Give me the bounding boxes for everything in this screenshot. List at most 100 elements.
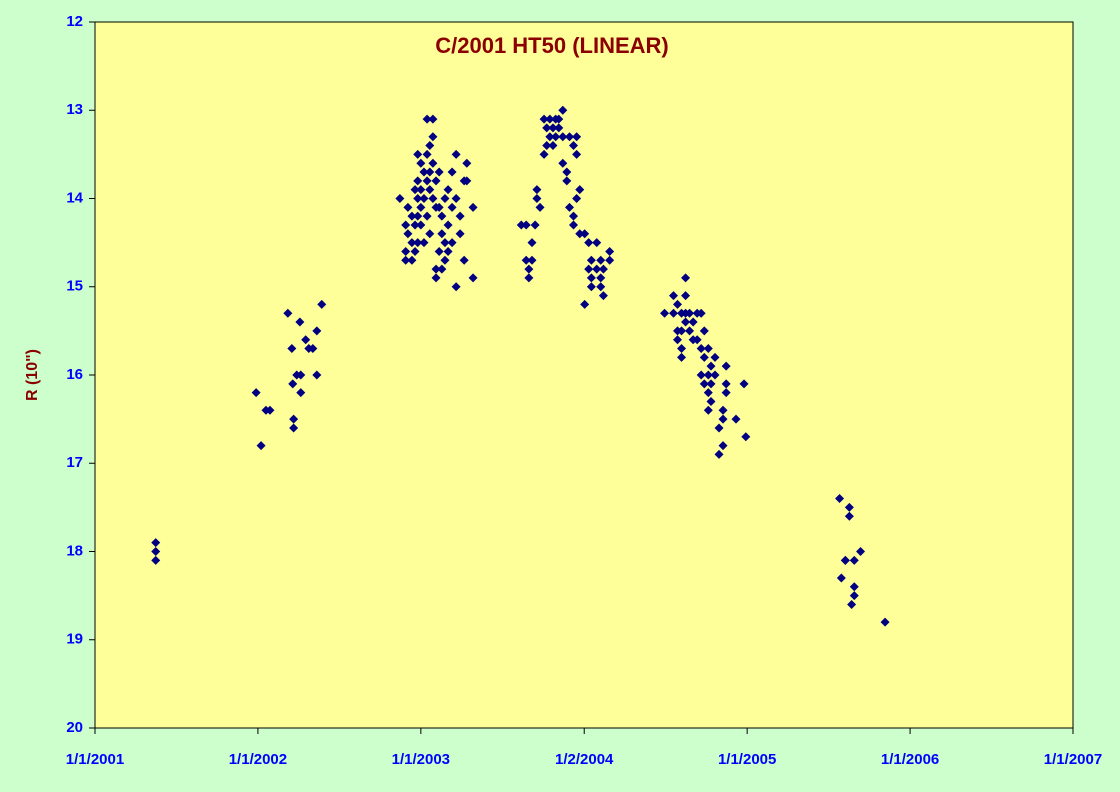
data-point — [696, 344, 706, 354]
data-point — [425, 185, 435, 195]
data-point — [151, 538, 161, 548]
data-point — [295, 317, 305, 327]
data-point — [598, 291, 608, 301]
data-point — [849, 591, 859, 601]
data-point — [401, 255, 411, 265]
data-point — [437, 229, 447, 239]
y-tick-label: 15 — [66, 278, 83, 295]
data-point — [532, 194, 542, 203]
data-point — [443, 246, 453, 256]
y-tick-label: 16 — [66, 366, 83, 383]
y-tick-label: 20 — [66, 719, 83, 736]
data-point — [673, 299, 683, 309]
data-point — [605, 246, 615, 256]
data-point — [575, 229, 585, 239]
data-point — [668, 308, 678, 318]
data-point — [706, 379, 716, 389]
data-point — [521, 255, 531, 265]
data-point — [699, 326, 709, 336]
data-point — [718, 405, 728, 415]
data-point — [572, 194, 582, 203]
data-point — [586, 255, 596, 265]
data-point — [451, 149, 461, 159]
data-point — [468, 202, 478, 212]
data-point — [422, 149, 432, 159]
chart-title: C/2001 HT50 (LINEAR) — [435, 33, 669, 58]
data-point — [741, 432, 751, 442]
data-point — [413, 176, 423, 186]
data-point — [289, 414, 299, 424]
data-point — [592, 264, 602, 274]
data-point — [696, 370, 706, 380]
data-point — [569, 220, 579, 230]
data-point — [407, 211, 417, 221]
data-point — [539, 149, 549, 159]
data-point — [401, 246, 411, 256]
data-point — [413, 149, 423, 159]
y-tick-label: 18 — [66, 542, 83, 559]
y-tick-label: 19 — [66, 631, 83, 648]
data-point — [308, 344, 318, 354]
x-tick-label: 1/1/2007 — [1044, 751, 1102, 768]
data-point — [548, 141, 558, 151]
data-point — [407, 238, 417, 248]
data-point — [558, 158, 568, 168]
data-point — [605, 255, 615, 265]
data-point — [685, 308, 695, 318]
plot-area — [94, 21, 1074, 729]
data-point — [410, 185, 420, 195]
data-point — [288, 379, 298, 389]
data-point — [437, 264, 447, 274]
data-point — [437, 211, 447, 221]
data-point — [856, 547, 866, 556]
data-point — [699, 379, 709, 389]
data-point — [443, 220, 453, 230]
data-point — [835, 494, 845, 504]
data-point — [403, 202, 413, 212]
data-point — [447, 238, 457, 248]
data-point — [562, 176, 572, 186]
data-point — [731, 414, 741, 424]
data-point — [524, 264, 534, 274]
data-point — [425, 229, 435, 239]
data-point — [703, 388, 713, 398]
data-point — [407, 255, 417, 265]
data-point — [447, 167, 457, 177]
data-point — [558, 132, 568, 142]
data-point — [660, 308, 670, 318]
data-point — [677, 344, 687, 354]
data-point — [516, 220, 526, 230]
data-point — [416, 185, 426, 195]
data-point — [312, 370, 322, 380]
data-point — [151, 555, 161, 565]
data-point — [410, 246, 420, 256]
data-point — [681, 291, 691, 301]
data-point — [668, 291, 678, 301]
data-point — [462, 158, 472, 168]
data-point — [462, 176, 472, 186]
data-point — [428, 114, 438, 124]
y-tick-label: 13 — [66, 101, 83, 118]
data-point — [584, 238, 594, 248]
data-point — [562, 167, 572, 177]
data-point — [586, 273, 596, 283]
data-point — [395, 194, 405, 203]
data-point — [422, 114, 432, 124]
x-tick-label: 1/1/2003 — [392, 751, 450, 768]
data-point — [431, 176, 441, 186]
data-point — [455, 229, 465, 239]
data-point — [542, 123, 552, 133]
data-point — [532, 185, 542, 195]
data-point — [880, 617, 890, 627]
data-point — [721, 379, 731, 389]
data-point — [428, 132, 438, 142]
data-point — [714, 423, 724, 433]
y-tick-label: 12 — [66, 13, 83, 30]
data-point — [714, 449, 724, 459]
data-point — [416, 202, 426, 212]
data-point — [572, 149, 582, 159]
data-point — [451, 194, 461, 203]
data-point — [739, 379, 749, 389]
